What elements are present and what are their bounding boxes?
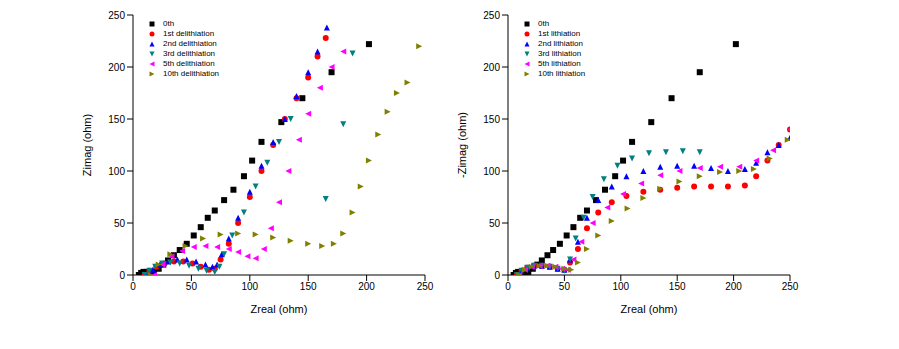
svg-text:Zreal (ohm): Zreal (ohm) xyxy=(251,303,308,315)
html-text:5th lithiation: 5th lithiation xyxy=(538,59,581,68)
svg-text:100: 100 xyxy=(612,281,629,292)
svg-text:250: 250 xyxy=(782,281,799,292)
svg-text:200: 200 xyxy=(358,281,375,292)
svg-text:150: 150 xyxy=(483,114,500,125)
svg-text:250: 250 xyxy=(108,10,125,21)
html-text:2nd delithiation: 2nd delithiation xyxy=(163,39,217,48)
html-text:1st delithiation: 1st delithiation xyxy=(163,29,215,38)
svg-text:200: 200 xyxy=(108,62,125,73)
html-text:0th: 0th xyxy=(538,19,550,28)
svg-text:250: 250 xyxy=(417,281,434,292)
html-text:3rd lithiation: 3rd lithiation xyxy=(538,49,582,58)
svg-text:50: 50 xyxy=(114,218,126,229)
svg-text:50: 50 xyxy=(559,281,571,292)
svg-text:0: 0 xyxy=(130,281,136,292)
html-text:0th: 0th xyxy=(163,19,175,28)
svg-text:50: 50 xyxy=(186,281,198,292)
svg-text:0: 0 xyxy=(119,270,125,281)
svg-text:150: 150 xyxy=(300,281,317,292)
svg-text:100: 100 xyxy=(108,166,125,177)
svg-text:Zreal (ohm): Zreal (ohm) xyxy=(621,303,678,315)
html-text:10th lithiation: 10th lithiation xyxy=(538,69,586,78)
svg-text:150: 150 xyxy=(108,114,125,125)
html-text:3rd delithiation: 3rd delithiation xyxy=(163,49,215,58)
html-text:10th delithiation: 10th delithiation xyxy=(163,69,219,78)
svg-text:250: 250 xyxy=(483,10,500,21)
html-text:1st lithiation: 1st lithiation xyxy=(538,29,581,38)
html-text:2nd lithiation: 2nd lithiation xyxy=(538,39,583,48)
svg-text:100: 100 xyxy=(241,281,258,292)
svg-text:Zimag (ohm): Zimag (ohm) xyxy=(81,114,93,176)
svg-text:0: 0 xyxy=(494,270,500,281)
svg-text:200: 200 xyxy=(483,62,500,73)
svg-text:150: 150 xyxy=(669,281,686,292)
svg-text:200: 200 xyxy=(725,281,742,292)
html-text:5th delithiation: 5th delithiation xyxy=(163,59,215,68)
svg-text:50: 50 xyxy=(489,218,501,229)
svg-text:100: 100 xyxy=(483,166,500,177)
svg-text:0: 0 xyxy=(505,281,511,292)
svg-text:-Zimag (ohm): -Zimag (ohm) xyxy=(456,112,468,178)
